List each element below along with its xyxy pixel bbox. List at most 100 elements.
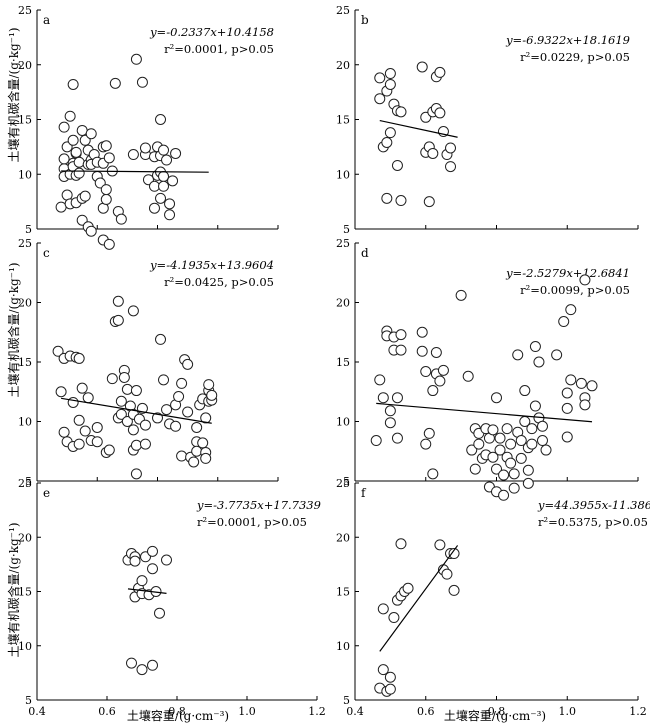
data-point: [173, 391, 185, 403]
y-tick-label: 20: [18, 297, 32, 310]
data-point: [491, 463, 502, 475]
y-tick-label: 10: [336, 416, 350, 429]
panel-label: c: [43, 246, 50, 260]
data-point: [377, 603, 389, 615]
data-point: [76, 124, 88, 136]
data-point: [100, 140, 112, 152]
data-point: [67, 134, 79, 146]
y-tick-label: 20: [336, 531, 350, 544]
data-point: [391, 392, 403, 404]
x-tick-label: 0.6: [417, 705, 435, 718]
data-point: [519, 385, 531, 397]
data-point: [487, 424, 499, 436]
data-point: [427, 468, 439, 480]
x-tick-label: 0.6: [98, 705, 116, 718]
y-tick-label: 5: [25, 694, 32, 707]
data-point: [434, 107, 446, 119]
y-tick-label: 25: [336, 477, 350, 490]
data-point: [126, 657, 137, 669]
data-point: [73, 156, 85, 168]
data-point: [79, 190, 91, 202]
data-point: [448, 548, 460, 560]
y-tick-label: 5: [343, 223, 350, 236]
data-point: [148, 202, 160, 214]
data-point: [384, 683, 396, 695]
data-point: [455, 289, 467, 301]
regression-line: [61, 170, 209, 173]
panel-label: e: [43, 486, 50, 500]
x-tick-label: 1.2: [629, 705, 647, 718]
data-point: [109, 77, 121, 89]
data-point: [118, 371, 130, 383]
data-point: [164, 209, 176, 221]
y-tick-label: 25: [18, 237, 32, 250]
data-point: [73, 414, 85, 426]
data-point: [148, 180, 160, 192]
data-point: [395, 538, 407, 550]
data-point: [115, 408, 127, 420]
data-point: [91, 421, 103, 433]
data-point: [416, 345, 428, 357]
data-point: [121, 383, 133, 395]
data-point: [515, 452, 527, 464]
data-point: [127, 305, 139, 317]
data-point: [575, 377, 587, 389]
data-point: [55, 386, 67, 398]
y-tick-label: 10: [336, 640, 350, 653]
data-point: [164, 198, 176, 210]
y-tick-label: 20: [18, 531, 32, 544]
data-point: [427, 385, 439, 397]
data-point: [391, 432, 403, 444]
panel-d: 5 10 15 20 25 d y=-2.5279x+12.6841 r²=0.0099, p…: [336, 237, 639, 501]
data-point: [112, 295, 124, 307]
data-point: [384, 417, 396, 429]
data-point: [579, 399, 591, 411]
x-tick-label: 0.4: [346, 705, 364, 718]
data-point: [147, 563, 158, 575]
data-point: [136, 76, 148, 88]
data-point: [434, 66, 446, 78]
data-point: [445, 142, 457, 154]
data-point: [391, 159, 403, 171]
data-point: [586, 380, 598, 392]
data-point: [466, 444, 478, 456]
data-point: [158, 170, 170, 182]
data-point: [182, 406, 194, 418]
y-tick-label: 5: [25, 223, 32, 236]
regression-equation: y=-0.2337x+10.4158: [149, 25, 274, 39]
data-point: [384, 405, 396, 417]
data-point: [188, 456, 200, 468]
y-tick-label: 15: [336, 356, 350, 369]
data-point: [130, 439, 142, 451]
data-point: [197, 437, 209, 449]
data-point: [158, 374, 170, 386]
regression-stats: r²=0.0001, p>0.05: [197, 515, 307, 529]
data-point: [139, 419, 151, 431]
data-point: [73, 167, 85, 179]
data-point: [423, 196, 435, 208]
data-point: [384, 78, 396, 90]
regression-line: [61, 397, 212, 424]
data-point: [129, 555, 141, 567]
data-point: [121, 416, 133, 427]
data-point: [103, 444, 115, 456]
data-point: [395, 329, 407, 341]
data-point: [103, 238, 115, 250]
data-point: [434, 539, 446, 551]
y-tick-label: 15: [18, 586, 32, 599]
data-point: [384, 68, 396, 80]
data-point: [200, 452, 212, 464]
regression-line: [379, 545, 459, 652]
data-point: [161, 154, 173, 166]
y-tick-label: 25: [18, 477, 32, 490]
y-tick-label: 25: [18, 4, 32, 17]
data-point: [395, 344, 407, 356]
regression-line: [379, 119, 458, 138]
data-point: [76, 382, 88, 394]
data-point: [191, 421, 203, 433]
data-point: [158, 180, 170, 192]
data-point: [161, 554, 172, 566]
data-point: [206, 389, 218, 401]
data-point: [58, 153, 70, 165]
x-axis-label-right: 土壤容重/(g·cm⁻³): [444, 708, 546, 723]
